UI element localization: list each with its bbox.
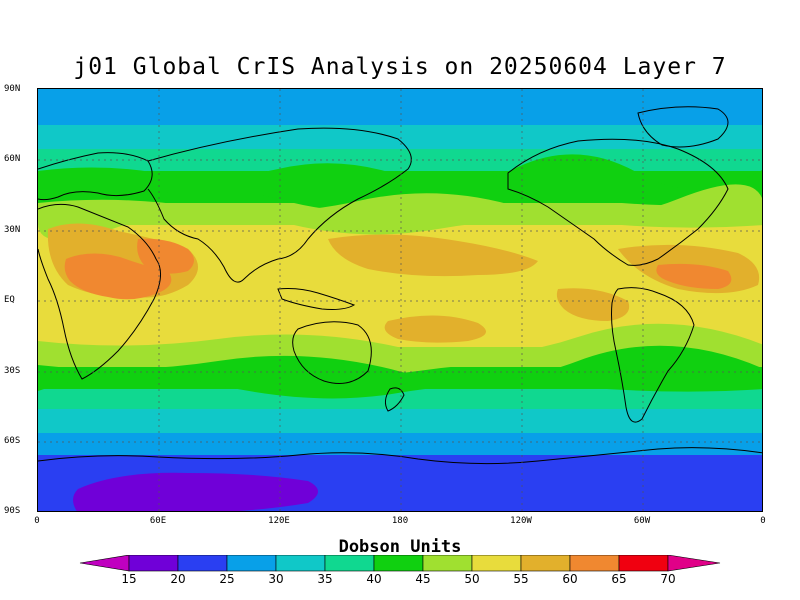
lon-tick-label: 0 [760, 516, 766, 526]
coast-newzealand [384, 387, 405, 412]
colorbar-tick-label: 70 [660, 572, 676, 586]
colorbar-cell-50-55 [471, 555, 522, 572]
max-north-pacific [328, 234, 538, 277]
coast-australia [292, 321, 372, 384]
coast-north-america [507, 138, 729, 266]
coast-south-america [611, 287, 695, 423]
min-antarctic [73, 472, 318, 511]
colorbar-cell-45-50 [422, 555, 473, 572]
band-25-30-north [38, 89, 762, 125]
lon-tick-label: 60E [149, 516, 167, 526]
colorbar-tick-label: 60 [562, 572, 578, 586]
coast-europe [38, 152, 153, 201]
graticule [38, 89, 762, 511]
band-30-35-north [38, 125, 762, 149]
colorbar-tick-label: 40 [366, 572, 382, 586]
coastlines [38, 106, 762, 465]
band-30-35-south [38, 409, 762, 433]
max-mideast [137, 238, 194, 274]
colorbar-tick-label: 35 [317, 572, 333, 586]
colorbar-tick-label: 20 [170, 572, 186, 586]
coast-asia [147, 127, 412, 283]
contour-north-green [38, 154, 762, 219]
max-caribbean [656, 263, 732, 289]
lon-tick-label: 0 [34, 516, 40, 526]
colorbar-title: Dobson Units [338, 537, 462, 557]
colorbar-cell-35-40 [324, 555, 375, 572]
coast-greenland [637, 106, 729, 148]
max-africa-core [64, 253, 172, 300]
colorbar-cell-15-20 [128, 555, 179, 572]
colorbar-tick-label: 55 [513, 572, 529, 586]
colorbar-cell-20-25 [177, 555, 228, 572]
colorbar-tick-label: 30 [268, 572, 284, 586]
colorbar-arrow-right [667, 555, 721, 572]
colorbar-tick-label: 15 [121, 572, 137, 586]
colorbar-cell-60-65 [569, 555, 620, 572]
coast-africa [38, 203, 161, 380]
lat-tick-label: 30N [4, 225, 21, 235]
colorbar-cell-55-60 [520, 555, 571, 572]
lon-tick-label: 180 [391, 516, 409, 526]
lat-tick-label: 60N [4, 154, 21, 164]
lon-tick-label: 60W [633, 516, 651, 526]
contour-north-yellowgreen [38, 184, 762, 241]
band-25-30-south [38, 433, 762, 455]
coast-indonesia [277, 288, 356, 310]
colorbar-cell-40-45 [373, 555, 424, 572]
coast-antarctica [38, 447, 762, 465]
ozone-map [37, 88, 763, 512]
lat-tick-label: 90N [4, 84, 21, 94]
colorbar-arrow-left [79, 555, 130, 572]
max-south-pacific [384, 315, 486, 343]
lat-tick-label: EQ [4, 295, 15, 305]
colorbar [79, 555, 721, 572]
colorbar-cell-30-35 [275, 555, 326, 572]
lat-tick-label: 60S [4, 436, 21, 446]
colorbar-tick-label: 65 [611, 572, 627, 586]
ozone-map-svg [38, 89, 762, 511]
colorbar-cell-65-70 [618, 555, 669, 572]
lat-tick-label: 30S [4, 366, 21, 376]
colorbar-tick-label: 25 [219, 572, 235, 586]
lat-tick-label: 90S [4, 506, 21, 516]
colorbar-tick-label: 50 [464, 572, 480, 586]
colorbar-tick-label: 45 [415, 572, 431, 586]
lon-tick-label: 120E [268, 516, 290, 526]
chart-title: j01 Global CrIS Analysis on 20250604 Lay… [73, 54, 727, 80]
lon-tick-label: 120W [510, 516, 532, 526]
band-35-40-south [38, 389, 762, 409]
colorbar-cell-25-30 [226, 555, 277, 572]
